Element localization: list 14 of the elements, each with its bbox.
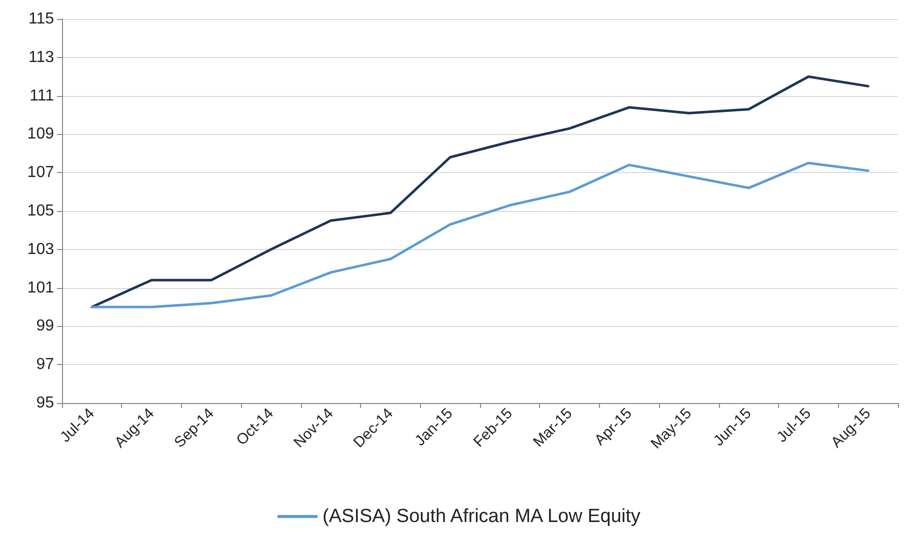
line-series [90, 75, 870, 308]
y-tick-label: 111 [30, 87, 54, 104]
y-tick-label: 95 [36, 394, 54, 412]
legend-label: (ASISA) South African MA Low Equity [322, 506, 641, 527]
y-tick-label: 113 [28, 48, 54, 66]
y-tick-label: 97 [36, 356, 54, 374]
y-tick-label: 115 [28, 10, 54, 28]
y-tick-label: 109 [27, 126, 54, 143]
line-series [90, 162, 870, 308]
y-tick-label: 107 [27, 164, 54, 182]
y-tick-label: 105 [27, 202, 54, 220]
y-tick-label: 99 [36, 318, 54, 335]
y-tick-label: 101 [27, 279, 54, 296]
y-tick-label: 103 [27, 240, 54, 258]
